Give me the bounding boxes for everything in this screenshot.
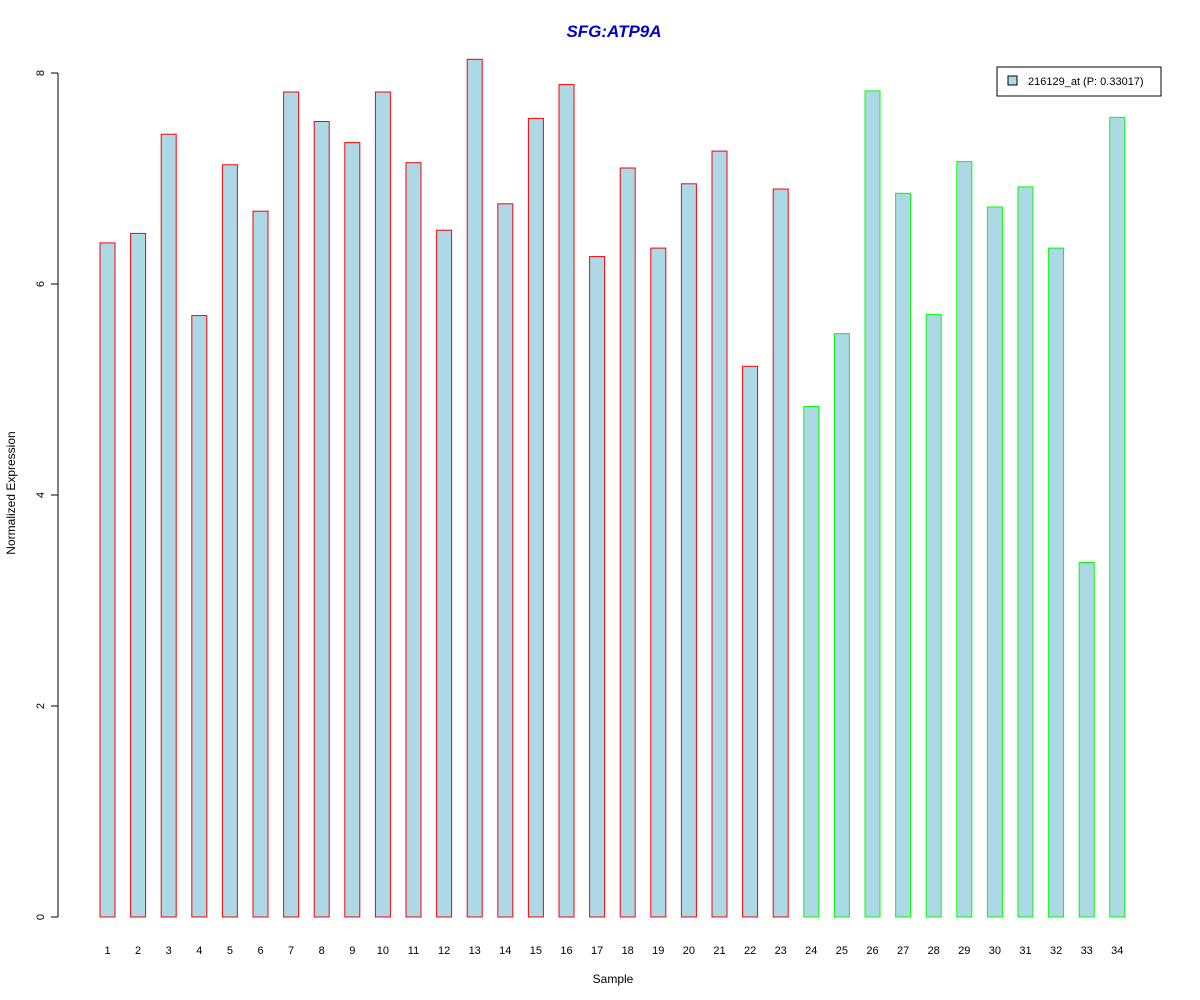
legend-entry: 216129_at (P: 0.33017) [1028,76,1144,88]
bar-sample-22 [742,365,759,918]
x-tick-label: 28 [928,945,940,957]
bar-sample-21 [711,150,728,918]
x-tick-label: 24 [805,945,817,957]
x-axis-labels: 1 2 3 4 5 6 7 8 9 10 11 12 13 14 15 16 17 18 19 20 21 22 23 24 2… [104,945,1123,957]
legend-box [996,66,1162,97]
bar-sample-32 [1048,247,1065,918]
x-tick-label: 8 [319,945,325,957]
x-tick-label: 10 [377,945,389,957]
bar-sample-33 [1078,562,1095,918]
bar-sample-9 [344,142,361,918]
bar-sample-15 [527,117,544,918]
bar-sample-34 [1109,116,1126,918]
x-tick-label: 32 [1050,945,1062,957]
bar-sample-8 [313,121,330,918]
y-tick-label: 0 [35,914,47,920]
bar-sample-20 [680,183,697,918]
x-tick-label: 16 [560,945,572,957]
bar-sample-17 [589,256,606,918]
bar-sample-3 [160,133,177,918]
bar-sample-16 [558,84,575,918]
x-tick-label: 6 [257,945,263,957]
x-tick-label: 7 [288,945,294,957]
y-tick-label: 2 [35,703,47,709]
x-tick-label: 26 [866,945,878,957]
x-tick-label: 11 [408,945,419,957]
x-tick-label: 29 [958,945,970,957]
x-tick-label: 17 [591,945,603,957]
bar-sample-14 [497,203,514,918]
x-tick-label: 33 [1081,945,1093,957]
x-tick-label: 9 [349,945,355,957]
bar-sample-5 [221,164,238,918]
x-tick-label: 21 [713,945,725,957]
bar-sample-29 [956,161,973,918]
x-tick-label: 22 [744,945,756,957]
bar-sample-10 [374,91,391,918]
x-tick-label: 13 [469,945,481,957]
y-tick-label: 8 [35,70,47,76]
bar-sample-26 [864,90,881,918]
x-tick-label: 25 [836,945,848,957]
x-tick-label: 3 [166,945,172,957]
bar-sample-19 [650,247,667,918]
bar-sample-11 [405,162,422,918]
y-axis: 0 2 4 6 8 [35,70,59,920]
x-tick-label: 18 [622,945,634,957]
x-tick-label: 12 [438,945,450,957]
bar-sample-23 [772,188,789,918]
y-tick-label: 6 [35,281,47,287]
bars [99,58,1126,918]
bar-sample-6 [252,210,269,918]
bar-sample-13 [466,58,483,918]
x-tick-label: 34 [1111,945,1123,957]
bar-sample-4 [191,315,208,918]
legend: 216129_at (P: 0.33017) [996,66,1162,97]
x-tick-label: 14 [499,945,511,957]
bar-sample-7 [283,91,300,918]
x-axis-title: Sample [593,972,634,986]
x-tick-label: 15 [530,945,542,957]
x-tick-label: 20 [683,945,695,957]
bar-sample-24 [803,405,820,918]
bar-sample-31 [1017,186,1034,918]
x-tick-label: 2 [135,945,141,957]
legend-swatch [1007,75,1018,86]
x-tick-label: 19 [652,945,664,957]
bar-sample-2 [130,232,147,918]
x-tick-label: 1 [104,945,110,957]
bar-sample-27 [895,192,912,918]
x-tick-label: 5 [227,945,233,957]
x-tick-label: 31 [1019,945,1031,957]
bar-sample-1 [99,242,116,918]
bar-sample-25 [833,333,850,918]
y-axis-title: Normalized Expression [4,431,18,554]
chart-title: SFG:ATP9A [566,22,661,41]
x-tick-label: 27 [897,945,909,957]
bar-sample-18 [619,167,636,918]
bar-sample-12 [436,229,453,918]
x-tick-label: 23 [775,945,787,957]
x-tick-label: 30 [989,945,1001,957]
x-tick-label: 4 [196,945,202,957]
y-tick-label: 4 [35,492,47,498]
bar-sample-30 [986,206,1003,918]
bar-sample-28 [925,314,942,918]
